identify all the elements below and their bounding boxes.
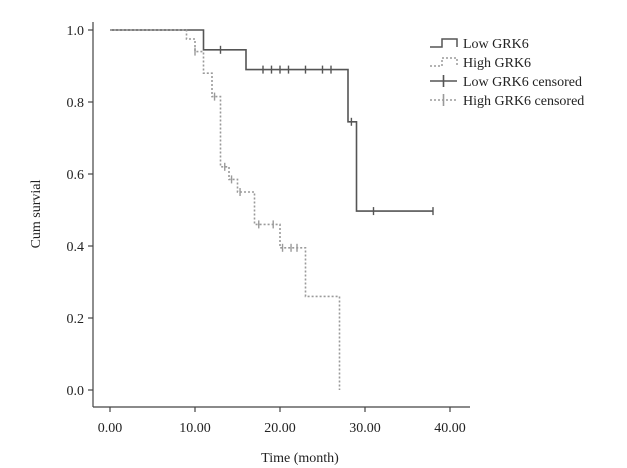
legend-swatch: [430, 38, 458, 48]
legend-item: High GRK6: [430, 56, 531, 71]
series-layer: [110, 29, 434, 390]
x-axis-label: Time (month): [261, 451, 339, 466]
legend-item: Low GRK6: [430, 37, 529, 52]
x-tick-label: 30.00: [349, 421, 381, 436]
legend-label: High GRK6: [463, 56, 531, 71]
legend-swatch: [430, 57, 458, 67]
y-tick-label: 0.4: [67, 240, 85, 255]
legend: Low GRK6 High GRK6 Low GRK6 censored High G…: [430, 37, 584, 109]
x-tick-label: 0.00: [98, 421, 123, 436]
x-tick-label: 20.00: [264, 421, 296, 436]
x-tick-label: 10.00: [179, 421, 211, 436]
y-tick-label: 1.0: [67, 24, 85, 39]
legend-item: Low GRK6 censored: [430, 75, 582, 90]
high-grk6-line: [110, 29, 341, 390]
y-tick-label: 0.6: [67, 168, 85, 183]
legend-label: Low GRK6 censored: [463, 75, 582, 90]
y-tick-label: 0.0: [67, 384, 85, 399]
x-tick-label: 40.00: [434, 421, 466, 436]
axes: 0.0 0.2 0.4 0.6 0.8 1.0 0.00 10.00 20.00 30.00 40.…: [67, 22, 470, 436]
legend-label: Low GRK6: [463, 37, 529, 52]
y-axis-label: Cum survial: [29, 179, 44, 248]
y-tick-label: 0.8: [67, 96, 85, 111]
legend-item: High GRK6 censored: [430, 94, 584, 109]
legend-label: High GRK6 censored: [463, 94, 584, 109]
low-grk6-line: [110, 29, 433, 212]
y-tick-label: 0.2: [67, 312, 85, 327]
